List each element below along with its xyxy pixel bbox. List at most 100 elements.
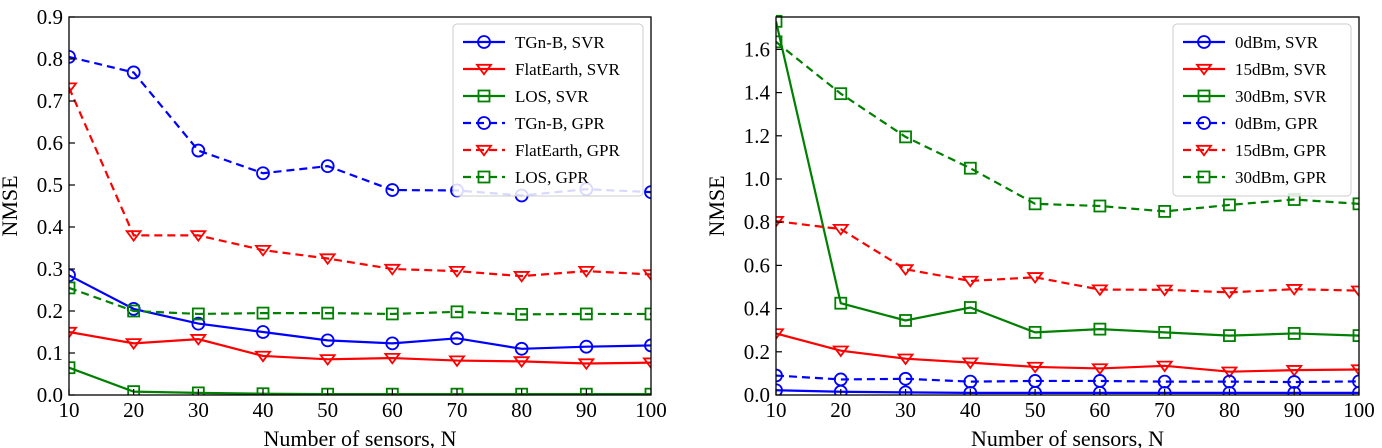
data-point	[69, 326, 78, 339]
data-point	[450, 305, 464, 319]
x-tick-label: 50	[1025, 398, 1046, 422]
data-point	[899, 130, 912, 144]
legend: 0dBm, SVR 15dBm, SVR 30dBm, SVR 0dBm, GPR 15…	[1172, 23, 1352, 197]
data-point	[1026, 272, 1044, 285]
series-line	[69, 330, 651, 365]
plot-frame	[68, 16, 652, 396]
data-point	[579, 339, 594, 354]
data-point	[1220, 287, 1239, 300]
x-axis-label: Number of sensors, N	[971, 426, 1164, 448]
data-point	[896, 264, 915, 277]
data-point	[1287, 375, 1302, 389]
data-point	[1028, 374, 1043, 388]
data-point	[1352, 329, 1359, 343]
series-3	[776, 14, 1359, 343]
data-point	[256, 325, 270, 339]
legend-marker	[477, 35, 491, 49]
series-line	[69, 87, 651, 278]
data-point	[127, 304, 141, 318]
x-tick-label: 10	[766, 398, 787, 422]
legend-box	[452, 23, 644, 197]
legend-entry: TGn-B, SVR	[463, 33, 605, 52]
x-tick-label: 90	[1284, 398, 1305, 422]
legend-entry: 30dBm, GPR	[1183, 168, 1327, 187]
data-point	[776, 328, 785, 341]
data-point	[69, 82, 78, 95]
data-point	[385, 336, 400, 351]
data-point	[577, 358, 596, 371]
data-point	[321, 306, 335, 320]
data-point	[831, 345, 850, 358]
data-point	[1155, 360, 1174, 373]
legend-label: 15dBm, SVR	[1235, 60, 1327, 79]
data-point	[776, 368, 783, 383]
data-point	[642, 269, 651, 282]
data-point	[321, 387, 335, 395]
y-tick-label: 0.9	[37, 5, 63, 29]
data-point	[1028, 197, 1042, 211]
x-tick-label: 70	[447, 398, 468, 422]
data-point	[834, 87, 848, 101]
data-point	[1091, 284, 1109, 297]
data-point	[1093, 322, 1107, 336]
data-point	[448, 265, 466, 278]
data-point	[1352, 385, 1359, 395]
legend-entry: 0dBm, SVR	[1183, 33, 1319, 52]
data-point	[831, 224, 850, 236]
legend-marker	[1195, 63, 1213, 76]
series-1	[69, 268, 651, 356]
series-line	[776, 374, 1359, 384]
data-point	[515, 387, 529, 395]
data-point	[256, 387, 270, 395]
legend-entry: 15dBm, GPR	[1183, 141, 1327, 160]
y-tick-label: 0.0	[744, 383, 770, 407]
data-point	[644, 307, 651, 321]
y-tick-label: 0.3	[37, 257, 63, 281]
legend-marker	[1197, 35, 1211, 49]
data-point	[189, 230, 208, 243]
x-tick-label: 90	[576, 398, 597, 422]
data-point	[579, 387, 593, 395]
data-point	[1091, 363, 1109, 376]
data-point	[1220, 366, 1239, 379]
legend-entry: FlatEarth, GPR	[463, 141, 620, 160]
legend-marker	[1197, 170, 1211, 184]
y-tick-label: 1.4	[744, 81, 771, 105]
data-point	[514, 341, 529, 356]
data-point	[69, 268, 76, 283]
series-line	[776, 21, 1359, 337]
legend-marker	[477, 170, 491, 184]
data-point	[191, 386, 205, 395]
x-tick-label: 30	[895, 398, 916, 422]
legend-label: 30dBm, GPR	[1235, 168, 1327, 187]
data-point	[124, 230, 143, 243]
data-point	[254, 244, 272, 257]
data-point	[963, 161, 977, 175]
data-point	[383, 352, 402, 365]
data-point	[1352, 197, 1359, 211]
data-point	[191, 316, 206, 331]
y-tick-label: 0.1	[37, 341, 63, 365]
legend-label: 0dBm, SVR	[1235, 33, 1319, 52]
data-point	[1287, 327, 1301, 340]
legend-label: 0dBm, GPR	[1235, 114, 1319, 133]
data-point	[254, 350, 272, 363]
data-point	[644, 185, 651, 200]
data-point	[189, 334, 208, 346]
legend-entry: 30dBm, SVR	[1183, 87, 1327, 106]
x-axis-label: Number of sensors, N	[263, 426, 456, 448]
series-6	[776, 35, 1359, 218]
data-point	[69, 50, 76, 64]
y-tick-label: 0.2	[744, 340, 770, 364]
data-point	[644, 387, 651, 395]
data-point	[512, 271, 531, 283]
y-tick-label: 0.0	[37, 383, 63, 407]
series-3	[69, 361, 651, 395]
data-point	[320, 333, 335, 348]
data-point	[1157, 374, 1172, 389]
data-point	[1352, 374, 1359, 389]
data-point	[899, 314, 912, 327]
series-4	[776, 368, 1359, 389]
y-tick-label: 0.6	[744, 253, 770, 277]
series-line	[776, 332, 1359, 373]
